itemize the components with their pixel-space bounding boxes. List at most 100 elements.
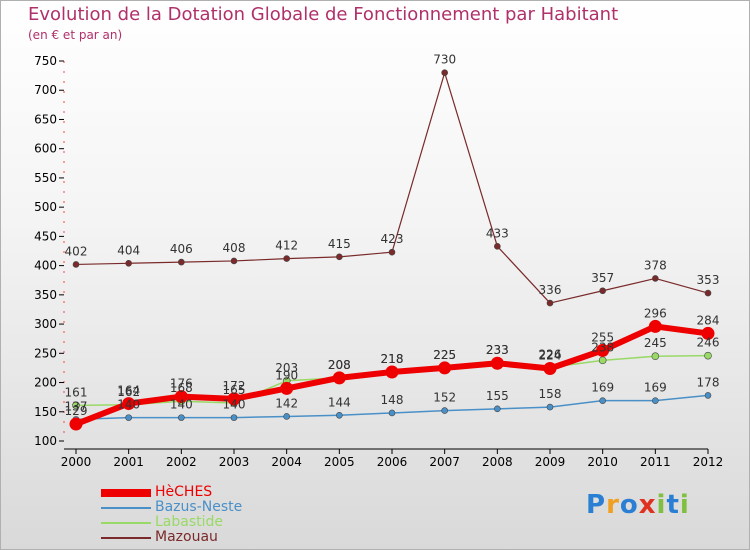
x-tick-label: 2007: [429, 455, 460, 469]
y-tick-label: 550: [34, 171, 57, 185]
data-point-mazouau: [230, 257, 238, 265]
y-tick-label: 500: [34, 200, 57, 214]
data-label-h-ches: 129: [65, 404, 88, 418]
data-point-h-ches: [332, 371, 346, 385]
legend: HèCHES Bazus-Neste Labastide Mazouau: [101, 484, 301, 545]
data-label-labastide: 203: [275, 361, 298, 375]
logo-letter: P: [586, 490, 607, 520]
y-tick-label: 250: [34, 346, 57, 360]
data-label-h-ches: 255: [591, 330, 614, 344]
data-point-bazus-neste: [388, 409, 396, 417]
data-label-labastide: 208: [328, 358, 351, 372]
data-label-mazouau: 404: [117, 243, 140, 257]
logo-letter: i: [656, 490, 667, 520]
legend-label: Mazouau: [155, 529, 218, 545]
data-point-bazus-neste: [546, 403, 554, 411]
data-point-mazouau: [388, 248, 396, 256]
data-point-h-ches: [280, 381, 294, 395]
data-point-h-ches: [648, 319, 662, 333]
logo-letter: o: [619, 490, 639, 520]
data-label-bazus-neste: 140: [170, 398, 193, 412]
x-tick-label: 2003: [219, 455, 250, 469]
series-layer: [69, 69, 715, 431]
data-label-mazouau: 336: [539, 283, 562, 297]
chart-subtitle: (en € et par an): [28, 28, 123, 42]
legend-item: Bazus-Neste: [101, 499, 301, 515]
y-tick-label: 200: [34, 376, 57, 390]
data-point-bazus-neste: [283, 413, 290, 420]
y-tick-label: 450: [34, 229, 57, 243]
data-point-h-ches: [490, 356, 504, 370]
data-label-bazus-neste: 169: [644, 381, 667, 395]
data-point-bazus-neste: [336, 411, 343, 419]
data-point-labastide: [72, 401, 80, 410]
data-label-labastide: 238: [591, 340, 614, 354]
chart-title: Evolution de la Dotation Globale de Fonc…: [28, 4, 619, 25]
data-label-labastide: 246: [697, 336, 720, 350]
data-label-mazouau: 378: [644, 258, 667, 272]
data-label-labastide: 165: [223, 383, 246, 397]
data-point-mazouau: [704, 289, 712, 297]
legend-item: Mazouau: [101, 529, 301, 545]
x-tick-label: 2005: [324, 455, 355, 469]
data-label-h-ches: 208: [328, 358, 351, 372]
data-point-h-ches: [227, 392, 241, 406]
data-label-mazouau: 412: [275, 239, 298, 253]
data-point-h-ches: [543, 362, 557, 376]
x-tick-label: 2001: [113, 455, 144, 469]
x-tick-label: 2006: [377, 455, 408, 469]
data-point-bazus-neste: [652, 397, 659, 404]
data-label-mazouau: 730: [433, 53, 456, 67]
data-label-h-ches: 233: [486, 343, 509, 357]
data-label-bazus-neste: 144: [328, 395, 351, 409]
legend-label: HèCHES: [155, 484, 213, 500]
data-label-bazus-neste: 142: [275, 396, 298, 410]
data-label-labastide: 162: [117, 385, 140, 399]
y-tick-label: 400: [34, 259, 57, 273]
data-label-labastide: 225: [433, 348, 456, 362]
data-label-labastide: 245: [644, 336, 667, 350]
data-point-h-ches: [596, 343, 610, 357]
data-label-h-ches: 284: [697, 313, 720, 327]
data-point-h-ches: [174, 390, 188, 404]
data-point-mazouau: [178, 258, 185, 266]
legend-swatch: [101, 522, 151, 524]
data-point-bazus-neste: [178, 414, 185, 421]
y-tick-label: 700: [34, 83, 57, 97]
series-line-mazouau: [75, 72, 709, 304]
legend-swatch: [101, 537, 151, 539]
data-labels-layer: 402 404 406 408 412 415 423 730 433 336 357 378 353 1…: [65, 53, 720, 418]
data-point-mazouau: [336, 253, 343, 261]
data-label-h-ches: 218: [381, 352, 404, 366]
data-label-bazus-neste: 178: [697, 375, 720, 389]
data-point-mazouau: [494, 243, 501, 250]
data-label-labastide: 168: [170, 381, 193, 395]
legend-label: Bazus-Neste: [155, 499, 243, 515]
data-point-bazus-neste: [704, 392, 712, 399]
data-label-labastide: 226: [539, 347, 562, 361]
data-label-h-ches: 225: [433, 348, 456, 362]
x-tick-label: 2002: [166, 455, 197, 469]
data-label-bazus-neste: 140: [223, 398, 246, 412]
data-label-mazouau: 402: [65, 244, 88, 258]
data-label-bazus-neste: 155: [486, 389, 509, 403]
data-point-bazus-neste: [494, 405, 501, 413]
data-point-mazouau: [652, 275, 659, 282]
data-label-mazouau: 423: [381, 232, 404, 246]
y-tick-label: 300: [34, 317, 57, 331]
data-label-bazus-neste: 137: [65, 399, 88, 413]
data-label-labastide: 233: [486, 343, 509, 357]
data-label-h-ches: 190: [275, 368, 298, 382]
legend-item: Labastide: [101, 514, 301, 530]
data-label-mazouau: 357: [591, 271, 614, 285]
data-point-bazus-neste: [441, 407, 448, 414]
data-point-h-ches: [69, 417, 83, 431]
data-label-h-ches: 172: [223, 379, 246, 393]
data-label-bazus-neste: 169: [591, 381, 614, 395]
axes: 100 150 200 250 300 350 400 450 500 550 600 650 700 7…: [34, 54, 723, 469]
data-label-bazus-neste: 158: [539, 387, 562, 401]
logo-letter: t: [666, 490, 680, 520]
y-tick-label: 650: [34, 112, 57, 126]
data-point-mazouau: [125, 259, 132, 267]
